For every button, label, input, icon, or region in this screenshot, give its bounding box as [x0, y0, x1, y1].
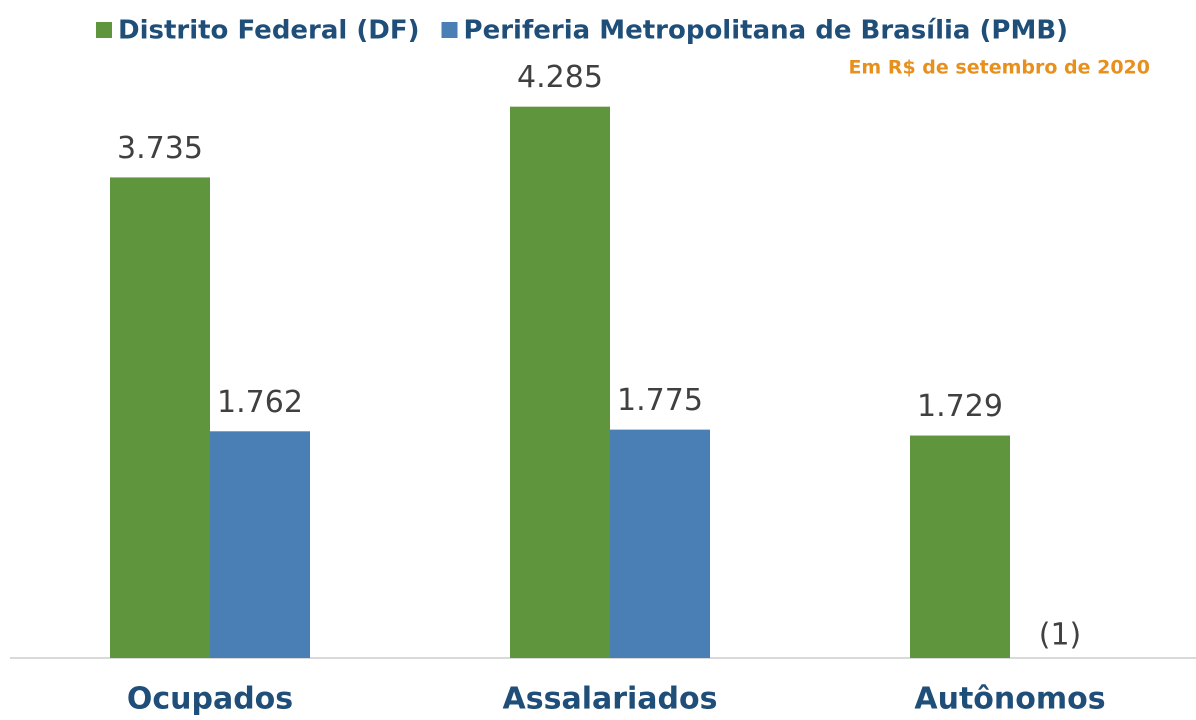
legend-label: Distrito Federal (DF) — [118, 16, 420, 46]
data-label: (1) — [1039, 618, 1082, 653]
legend-swatch — [96, 22, 112, 38]
data-label: 4.285 — [517, 60, 603, 95]
bar — [510, 106, 610, 658]
legend-label: Periferia Metropolitana de Brasília (PMB… — [464, 16, 1069, 46]
legend-swatch — [441, 22, 458, 38]
data-label: 1.762 — [217, 385, 303, 420]
data-label: 1.775 — [617, 383, 703, 418]
bar — [610, 429, 710, 658]
bar — [910, 435, 1010, 658]
bar — [210, 431, 310, 658]
chart-subtitle: Em R$ de setembro de 2020 — [848, 57, 1150, 79]
data-label: 1.729 — [917, 389, 1003, 424]
x-tick-label: Ocupados — [127, 682, 293, 717]
x-tick-label: Assalariados — [503, 682, 718, 717]
bar — [110, 177, 210, 658]
x-tick-label: Autônomos — [914, 682, 1105, 717]
data-label: 3.735 — [117, 131, 203, 166]
